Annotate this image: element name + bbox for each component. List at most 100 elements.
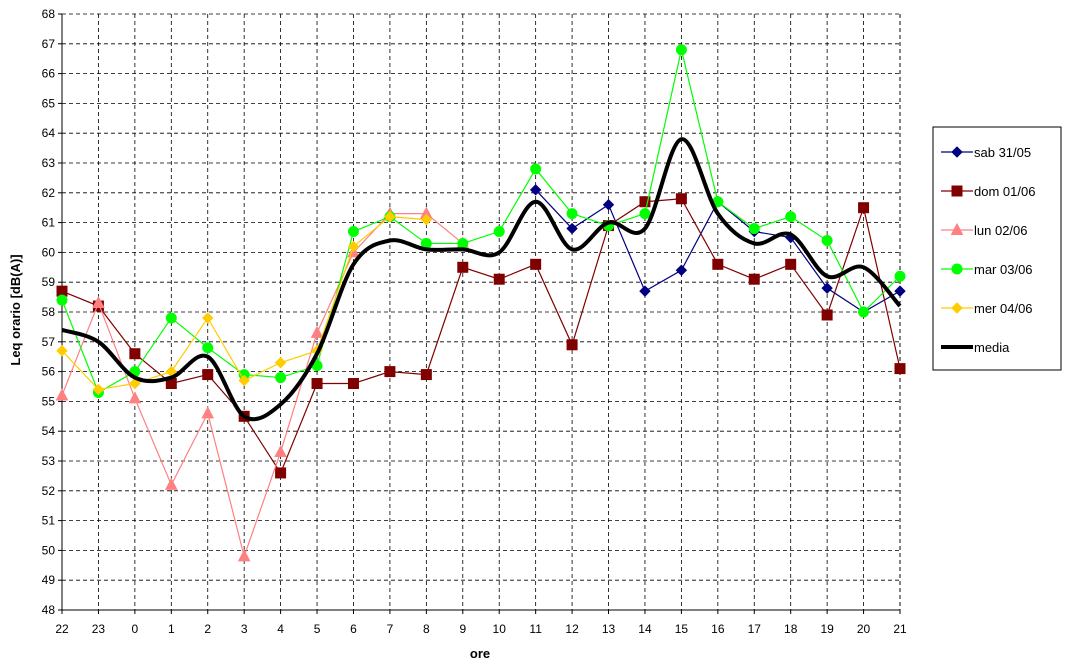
data-point (529, 184, 542, 196)
data-point (566, 222, 578, 235)
data-point (785, 258, 797, 270)
data-point (748, 273, 760, 285)
legend-swatch-marker (951, 146, 963, 158)
x-tick-label: 15 (675, 622, 689, 636)
y-tick-label: 55 (42, 394, 56, 408)
legend-swatch-marker (951, 263, 963, 275)
data-point (347, 240, 360, 253)
y-tick-label: 56 (42, 365, 56, 379)
data-point (858, 202, 870, 214)
y-tick-label: 50 (42, 543, 56, 557)
data-point (420, 213, 433, 226)
x-tick-label: 20 (857, 622, 871, 636)
legend-swatch-marker (951, 185, 963, 197)
y-tick-label: 63 (42, 156, 56, 170)
data-point (347, 378, 359, 390)
data-point (493, 273, 505, 285)
data-point (530, 258, 542, 270)
x-tick-label: 3 (241, 622, 248, 636)
x-tick-label: 5 (314, 622, 321, 636)
data-point (602, 199, 615, 211)
data-point (202, 369, 214, 381)
y-tick-label: 67 (42, 37, 56, 51)
y-tick-label: 52 (42, 484, 56, 498)
legend-swatch-marker (951, 302, 963, 314)
y-tick-label: 64 (42, 126, 56, 140)
data-point (92, 295, 105, 309)
x-tick-label: 9 (459, 622, 466, 636)
x-tick-label: 21 (893, 622, 907, 636)
legend-item: lun 02/06 (941, 222, 1028, 238)
data-point (202, 312, 214, 324)
data-point (311, 378, 323, 390)
axes (58, 13, 901, 614)
y-tick-label: 51 (42, 514, 56, 528)
data-point (274, 444, 287, 458)
y-tick-label: 54 (42, 424, 56, 438)
data-point (530, 163, 542, 175)
y-tick-label: 48 (42, 603, 56, 617)
data-point (675, 44, 687, 56)
legend-item: media (941, 340, 1010, 355)
data-point (821, 282, 833, 294)
tick-labels: 4849505152535455565758596061626364656667… (42, 7, 907, 636)
x-tick-label: 12 (565, 622, 579, 636)
data-point (55, 388, 69, 401)
data-point (238, 374, 250, 387)
data-point (347, 226, 359, 238)
data-point (748, 223, 760, 235)
data-point (310, 325, 324, 338)
data-point (457, 261, 469, 273)
series-group (55, 44, 906, 562)
data-point (675, 264, 688, 276)
y-axis-title: Leq orario [dB(A)] (8, 254, 23, 365)
legend-item: dom 01/06 (941, 184, 1035, 199)
legend-item: mer 04/06 (941, 301, 1033, 316)
y-tick-label: 53 (42, 454, 56, 468)
legend-box (932, 126, 1062, 371)
data-point (566, 339, 578, 351)
data-point (128, 391, 142, 404)
data-point (712, 258, 724, 270)
x-tick-label: 11 (529, 622, 542, 636)
data-point (202, 342, 214, 354)
data-point (821, 309, 833, 321)
data-point (275, 467, 287, 479)
y-tick-label: 57 (42, 335, 56, 349)
series-line (61, 49, 901, 394)
x-tick-label: 1 (168, 622, 175, 636)
data-point (457, 237, 469, 249)
x-tick-label: 17 (748, 622, 762, 636)
y-tick-label: 58 (42, 305, 56, 319)
data-point (56, 294, 68, 306)
x-tick-label: 22 (55, 622, 69, 636)
series-3 (56, 44, 906, 398)
y-tick-label: 49 (42, 573, 56, 587)
legend: sab 31/05 dom 01/06 lun 02/06 mar 03/06 mer … (932, 126, 1062, 371)
legend-label: mer 04/06 (974, 301, 1033, 316)
data-point (129, 377, 141, 390)
data-point (384, 210, 396, 223)
legend-item: mar 03/06 (941, 262, 1033, 277)
x-tick-label: 13 (602, 622, 616, 636)
x-tick-label: 6 (350, 622, 357, 636)
legend-item: sab 31/05 (941, 145, 1031, 160)
data-point (858, 306, 870, 318)
data-point (201, 406, 215, 419)
legend-swatch-marker (950, 222, 964, 235)
data-point (566, 208, 578, 220)
x-tick-label: 7 (387, 622, 394, 636)
legend-label: mar 03/06 (974, 262, 1033, 277)
data-point (639, 196, 651, 208)
series-line (61, 198, 901, 475)
data-point (384, 366, 396, 378)
data-point (894, 285, 906, 297)
data-point (785, 211, 797, 223)
y-tick-label: 65 (42, 96, 56, 110)
data-point (275, 372, 287, 384)
data-point (821, 234, 833, 246)
y-tick-label: 68 (42, 7, 56, 21)
series-4 (56, 210, 433, 396)
x-tick-label: 23 (92, 622, 106, 636)
